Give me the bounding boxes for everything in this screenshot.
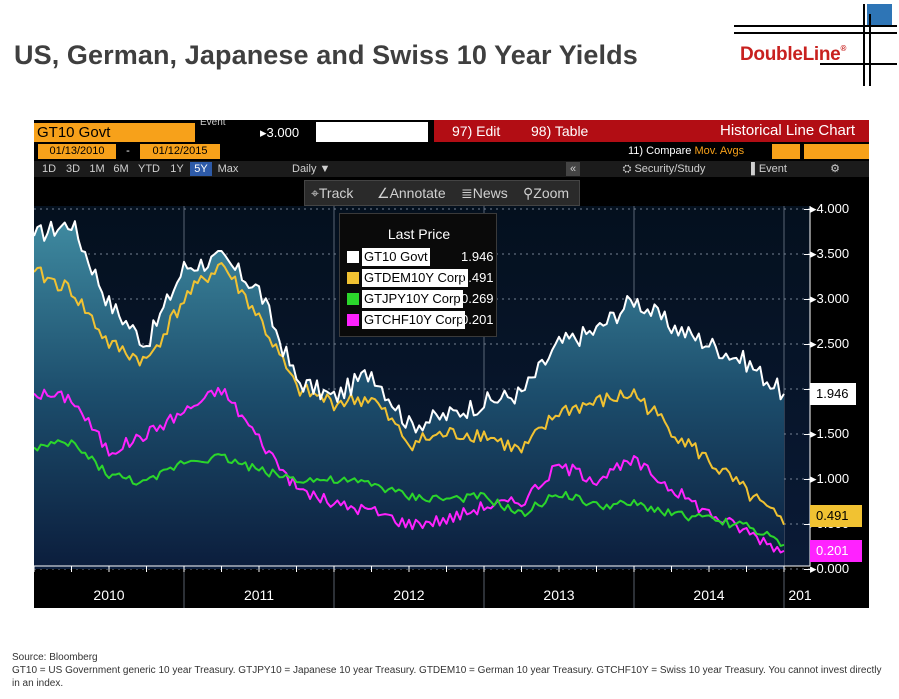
chart-type-label: Historical Line Chart	[720, 122, 856, 139]
series-line-gt10	[34, 220, 785, 434]
track-button[interactable]: ⌖ Track	[311, 185, 354, 201]
period-6m[interactable]: 6M	[113, 163, 129, 175]
period-1y[interactable]: 1Y	[170, 163, 184, 175]
cursor-value: ▸3.000	[260, 125, 300, 140]
legend-item: GTDEM10Y Corp 0.491	[347, 269, 495, 287]
period-1d[interactable]: 1D	[41, 163, 57, 175]
y-tick-label: ▸3.000	[810, 291, 850, 306]
bloomberg-terminal-chart: GT10 Govt Event ▸3.000 97) Edit 98) Tabl…	[34, 120, 869, 608]
y-tick-label: ▸3.500	[810, 246, 850, 261]
legend-swatch	[347, 293, 359, 305]
legend-swatch	[347, 272, 359, 284]
y-tick	[804, 344, 810, 345]
x-tick-label: 2013	[543, 587, 575, 603]
period-max[interactable]: Max	[217, 163, 239, 175]
edit-button[interactable]: 97) Edit	[452, 123, 501, 139]
logo-text: DoubleLine®	[740, 44, 847, 65]
y-tick	[804, 479, 810, 480]
collapse-icon[interactable]: «	[566, 162, 580, 176]
settings-gear-icon[interactable]: ⚙	[830, 163, 840, 175]
legend-item: GT10 Govt 1.946	[347, 248, 495, 266]
period-ytd[interactable]: YTD	[138, 163, 160, 175]
period-selector: Daily ▼ « ⛭ Security/Study ▌Event ⚙ 1D 3D…	[34, 161, 869, 177]
last-tag-gtchf10y: 0.201	[810, 539, 862, 562]
y-tick-label: ▸4.000	[810, 201, 850, 216]
legend-item: GTCHF10Y Corp 0.201	[347, 311, 495, 329]
chart-toolbar: ⌖ Track ∠ Annotate ≣ News ⚲ Zoom	[304, 180, 580, 206]
x-axis-ticks	[34, 566, 785, 572]
legend-swatch	[347, 314, 359, 326]
last-tag-gtdem10y: 0.491	[810, 504, 862, 527]
y-tick	[804, 524, 810, 525]
period-5y[interactable]: 5Y	[190, 162, 212, 176]
security-study-button[interactable]: ⛭ Security/Study	[622, 163, 706, 175]
series-line-gtjpy10y	[34, 439, 785, 547]
event-mini-label: Event	[200, 120, 226, 128]
page-title: US, German, Japanese and Swiss 10 Year Y…	[14, 40, 638, 70]
gt10-area-fill	[34, 221, 784, 569]
chart-legend: Last Price GT10 Govt 1.946 GTDEM10Y Corp 0.…	[339, 213, 497, 337]
y-tick-label: ▸1.000	[810, 471, 850, 486]
news-button[interactable]: ≣ News	[461, 185, 508, 201]
legend-swatch	[347, 251, 359, 263]
command-input[interactable]	[316, 122, 428, 142]
x-tick-label: 2010	[93, 587, 125, 603]
legend-label: GT10 Govt	[362, 248, 430, 266]
doubleline-logo: DoubleLine®	[732, 4, 899, 90]
options-box-1[interactable]	[772, 144, 800, 159]
ticker-field[interactable]: GT10 Govt	[34, 123, 195, 142]
x-tick-label: 201	[788, 587, 812, 603]
period-3d[interactable]: 3D	[65, 163, 81, 175]
legend-label: GTCHF10Y Corp	[362, 311, 466, 329]
y-tick	[804, 434, 810, 435]
legend-label: GTJPY10Y Corp	[362, 290, 463, 308]
last-tag-gt10: 1.946	[810, 382, 856, 405]
y-tick-label: ▸1.500	[810, 426, 850, 441]
terminal-header: GT10 Govt Event ▸3.000 97) Edit 98) Tabl…	[34, 120, 869, 142]
footnote-description: GT10 = US Government generic 10 year Tre…	[12, 665, 882, 689]
frequency-dropdown[interactable]: Daily ▼	[292, 163, 331, 175]
x-tick-label: 2012	[393, 587, 425, 603]
y-tick	[804, 569, 810, 570]
legend-value: 1.946	[461, 249, 494, 264]
period-1m[interactable]: 1M	[89, 163, 105, 175]
footnote-source: Source: Bloomberg	[12, 652, 98, 663]
legend-item: GTJPY10Y Corp 0.269	[347, 290, 495, 308]
annotate-button[interactable]: ∠ Annotate	[377, 185, 446, 201]
legend-value: 0.491	[461, 270, 494, 285]
series-line-gtdem10y	[34, 262, 785, 526]
chart-plot-area	[34, 206, 811, 608]
legend-value: 0.269	[461, 291, 494, 306]
legend-title: Last Price	[387, 226, 451, 242]
series-line-gtchf10y	[34, 386, 785, 554]
y-tick-label: ▸2.500	[810, 336, 850, 351]
event-button[interactable]: ▌Event	[751, 163, 787, 175]
y-tick	[804, 389, 810, 390]
logo-grid-icon	[734, 4, 897, 86]
table-button[interactable]: 98) Table	[531, 123, 589, 139]
date-range-row: 01/13/2010 - 01/12/2015 11) Compare Mov.…	[34, 144, 869, 159]
x-tick-label: 2014	[693, 587, 725, 603]
compare-link[interactable]: 11) Compare Mov. Avgs	[628, 145, 745, 157]
date-separator: -	[120, 144, 136, 159]
y-tick-label: ▸0.000	[810, 561, 850, 576]
options-box-2[interactable]	[804, 144, 869, 159]
y-tick	[804, 209, 810, 210]
zoom-button[interactable]: ⚲ Zoom	[523, 185, 570, 201]
legend-value: 0.201	[461, 312, 494, 327]
legend-label: GTDEM10Y Corp	[362, 269, 468, 287]
x-tick-label: 2011	[243, 587, 275, 603]
function-bar: 97) Edit 98) Table Historical Line Chart	[434, 120, 869, 142]
y-tick	[804, 299, 810, 300]
y-tick	[804, 254, 810, 255]
date-to[interactable]: 01/12/2015	[140, 144, 220, 159]
date-from[interactable]: 01/13/2010	[38, 144, 116, 159]
series-lines	[34, 220, 785, 554]
